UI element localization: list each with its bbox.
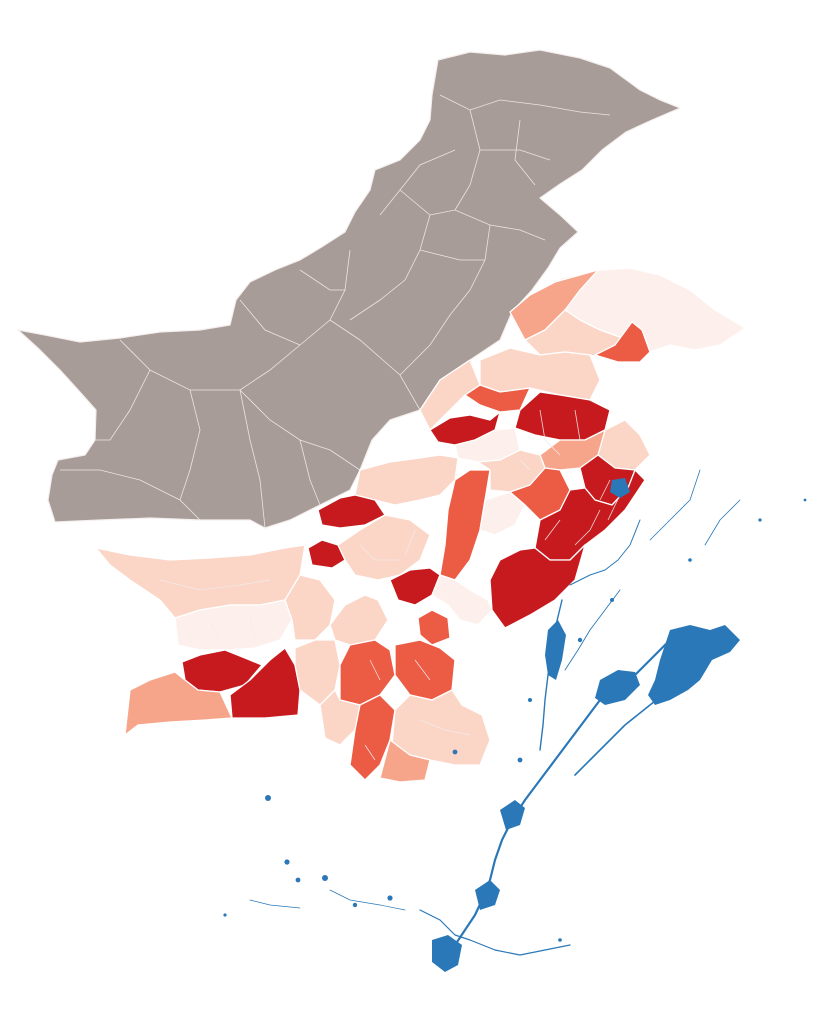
flood-patch-west-arm	[545, 620, 566, 680]
district-center-pale-3	[431, 574, 493, 626]
district-sw-light-3	[329, 594, 389, 646]
flood-spot-15	[223, 913, 227, 917]
flood-river-delta	[419, 909, 571, 956]
flood-patch-chenab	[610, 478, 630, 498]
district-west-light-2	[337, 514, 431, 581]
flood-river-tributary-1	[569, 519, 641, 586]
district-center-orange-2	[439, 469, 491, 581]
flood-river-tributary-4	[249, 889, 406, 911]
district-central-orange-1	[464, 384, 531, 413]
flood-spot-9	[577, 637, 583, 643]
flood-spot-7	[452, 749, 458, 755]
district-sw-orange-1	[124, 671, 233, 736]
district-se-red-large	[489, 544, 586, 629]
flood-spot-3	[295, 877, 301, 883]
unshaded-region	[17, 49, 681, 529]
district-central-red-2	[429, 411, 501, 446]
flood-spot-14	[803, 498, 807, 502]
flood-spot-10	[528, 698, 532, 702]
flood-spot-11	[517, 757, 523, 763]
flood-spot-13	[758, 518, 762, 522]
flood-spot-5	[352, 902, 358, 908]
district-ne-orange-2	[594, 321, 651, 363]
flood-river-tributary-3	[649, 469, 741, 546]
district-south-orange-2	[394, 639, 456, 701]
flood-extent	[223, 469, 807, 972]
flood-spot-8	[610, 598, 614, 602]
flood-spot-1	[265, 795, 271, 801]
flood-patch-lower	[475, 880, 500, 910]
district-boundary-lines-north	[60, 94, 611, 529]
flood-patch-east-band	[595, 670, 640, 705]
district-south-orange-1	[339, 639, 396, 706]
district-west-light-1	[354, 454, 459, 506]
severity-districts	[95, 267, 746, 783]
flood-patch-northeast	[648, 625, 740, 705]
district-center-orange-4	[417, 609, 451, 646]
district-sw-pale-1	[174, 599, 293, 651]
flood-patch-central	[500, 800, 525, 830]
flood-spot-12	[688, 558, 692, 562]
flood-spot-6	[387, 895, 393, 901]
district-central-red-1	[514, 391, 611, 441]
district-south-orange-4	[379, 739, 431, 783]
flood-patch-delta	[432, 935, 462, 972]
district-central-light-2	[419, 359, 481, 431]
flood-spot-4	[322, 875, 328, 881]
district-boundary-lines-south	[159, 409, 621, 761]
flood-spot-2	[284, 859, 290, 865]
flood-river-main	[446, 628, 682, 962]
flood-spot-16	[558, 938, 562, 942]
flood-river-tributary-2	[564, 589, 621, 671]
